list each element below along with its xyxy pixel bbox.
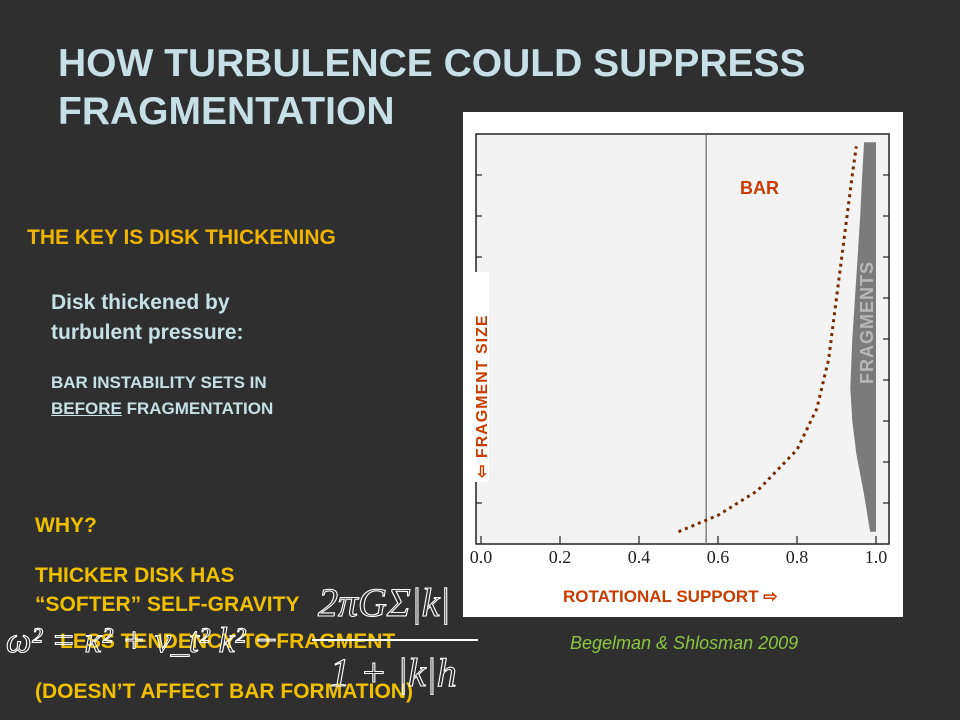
- title-line-1: HOW TURBULENCE COULD SUPPRESS: [58, 42, 806, 85]
- bar-region-label: BAR: [740, 178, 779, 198]
- thicker-line-2: “SOFTER” SELF-GRAVITY: [35, 593, 300, 617]
- bar-instability-text: BAR INSTABILITY SETS IN BEFORE FRAGMENTA…: [51, 370, 273, 421]
- x-tick-label: 0.4: [628, 547, 651, 567]
- less-tendency-text: LESS TENDENCY TO FRAGMENT: [60, 630, 396, 653]
- fragments-region-label: FRAGMENTS: [857, 261, 877, 384]
- y-axis-label: ⇦ FRAGMENT SIZE: [474, 314, 491, 479]
- boundary-curve: [677, 146, 858, 534]
- fragments-region: [850, 142, 876, 532]
- thickened-text: Disk thickened by turbulent pressure:: [51, 288, 244, 349]
- before-underlined: BEFORE: [51, 398, 122, 418]
- key-point: THE KEY IS DISK THICKENING: [27, 226, 336, 249]
- thickened-line-2: turbulent pressure:: [51, 321, 244, 345]
- thickened-line-1: Disk thickened by: [51, 291, 230, 314]
- x-tick-label: 1.0: [865, 547, 888, 567]
- slide-title: HOW TURBULENCE COULD SUPPRESS FRAGMENTAT…: [58, 40, 918, 135]
- citation: Begelman & Shlosman 2009: [570, 633, 799, 653]
- x-tick-label: 0.0: [470, 547, 493, 567]
- x-tick-label: 0.6: [707, 547, 730, 567]
- thicker-disk-text: THICKER DISK HAS “SOFTER” SELF-GRAVITY: [35, 561, 299, 620]
- x-axis-label: ROTATIONAL SUPPORT ⇨: [563, 587, 777, 606]
- fragmentation-word: FRAGMENTATION: [121, 398, 274, 418]
- fragment-size-figure: 0.0 0.2 0.4 0.6 0.8 1.0 BAR FRAGMENTS ⇦ FRAGM…: [463, 112, 903, 617]
- bar-instability-line-2: BEFORE FRAGMENTATION: [51, 396, 273, 422]
- formula-numerator: 2πGΣ|k|: [318, 580, 450, 625]
- x-tick-label: 0.2: [549, 547, 572, 567]
- plot-background: [476, 134, 889, 544]
- why-heading: WHY?: [35, 514, 97, 537]
- thicker-line-1: THICKER DISK HAS: [35, 564, 235, 587]
- plot-frame-group: 0.0 0.2 0.4 0.6 0.8 1.0: [470, 133, 890, 567]
- ylabel-backdrop: [467, 272, 489, 482]
- x-ticks: 0.0 0.2 0.4 0.6 0.8 1.0: [470, 536, 888, 567]
- bar-instability-line-1: BAR INSTABILITY SETS IN: [51, 373, 267, 392]
- x-tick-label: 0.8: [786, 547, 809, 567]
- title-line-2: FRAGMENTATION: [58, 89, 395, 133]
- doesnt-affect-text: (DOESN’T AFFECT BAR FORMATION): [35, 680, 413, 703]
